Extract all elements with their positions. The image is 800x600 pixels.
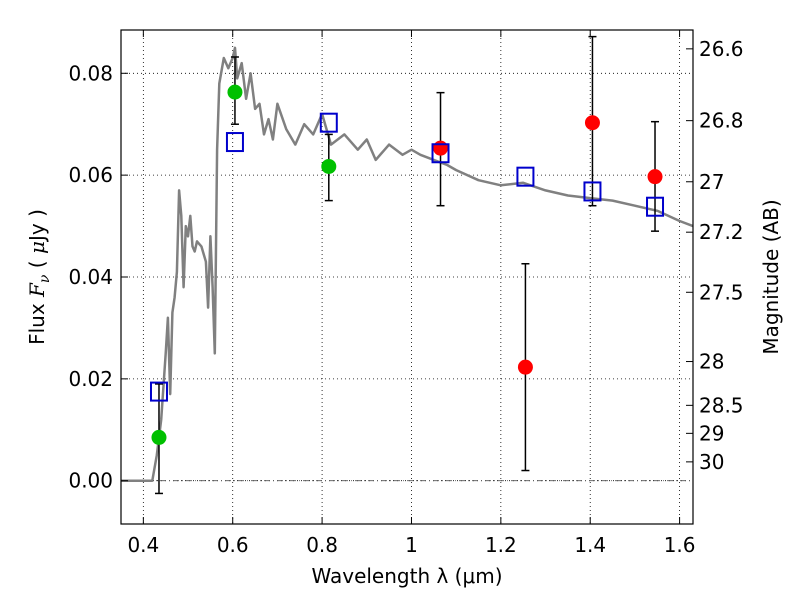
mag-tick-label: 27.5	[699, 280, 744, 304]
x-axis-title: Wavelength λ (μm)	[311, 564, 502, 588]
x-tick-label: 1.4	[574, 533, 606, 557]
x-tick-label: 0.8	[306, 533, 338, 557]
model-point	[225, 132, 244, 153]
y-axis-title-part: F	[25, 282, 49, 298]
x-tick-label: 0.6	[217, 533, 249, 557]
data-point	[321, 158, 337, 174]
y-axis-title-right: Magnitude (AB)	[759, 199, 783, 354]
data-point	[227, 84, 243, 100]
mag-tick-label: 28.5	[699, 393, 744, 417]
y-tick-label: 0.08	[68, 61, 113, 85]
grid	[121, 30, 693, 524]
y-axis-title-part: Jy )	[25, 209, 49, 243]
y-tick-label: 0.04	[68, 265, 113, 289]
y-axis-title-part: (	[25, 254, 49, 275]
mag-tick-label: 28	[699, 350, 724, 374]
error-bars	[154, 35, 660, 495]
mag-tick-label: 26.6	[699, 37, 744, 61]
data-point	[584, 115, 600, 131]
sed-model	[121, 46, 694, 482]
model-point	[149, 381, 168, 402]
mag-tick-label: 26.8	[699, 109, 744, 133]
y-axis-title-part: ν	[37, 274, 53, 283]
y-axis-title-part: μ	[25, 241, 49, 254]
data-point	[647, 169, 663, 185]
data-point	[517, 359, 533, 375]
model-point	[319, 112, 338, 133]
ticks: 0.4 0.6 0.8 1 1.2 1.4 1.6 0.00 0.02 0.04 0.06 0.08 2…	[68, 30, 744, 557]
y-tick-label: 0.02	[68, 367, 113, 391]
mag-tick-label: 29	[699, 421, 724, 445]
y-tick-label: 0.06	[68, 163, 113, 187]
x-tick-label: 1.6	[664, 533, 696, 557]
markers	[149, 84, 665, 445]
model-point	[583, 181, 602, 202]
x-tick-label: 1.2	[485, 533, 517, 557]
y-axis-title-left: Flux Fν ( μJy )	[25, 209, 53, 345]
mag-tick-label: 27.2	[699, 220, 744, 244]
model-point	[516, 166, 535, 187]
mag-tick-label: 30	[699, 450, 724, 474]
mag-tick-label: 27	[699, 170, 724, 194]
y-tick-label: 0.00	[68, 469, 113, 493]
x-tick-label: 0.4	[127, 533, 159, 557]
data-point	[433, 140, 449, 156]
model-point	[431, 143, 450, 164]
x-tick-label: 1	[405, 533, 418, 557]
model-point	[646, 196, 665, 217]
sed-model-line	[121, 46, 694, 482]
data-point	[151, 429, 167, 445]
y-axis-title-part: Flux	[25, 297, 49, 345]
